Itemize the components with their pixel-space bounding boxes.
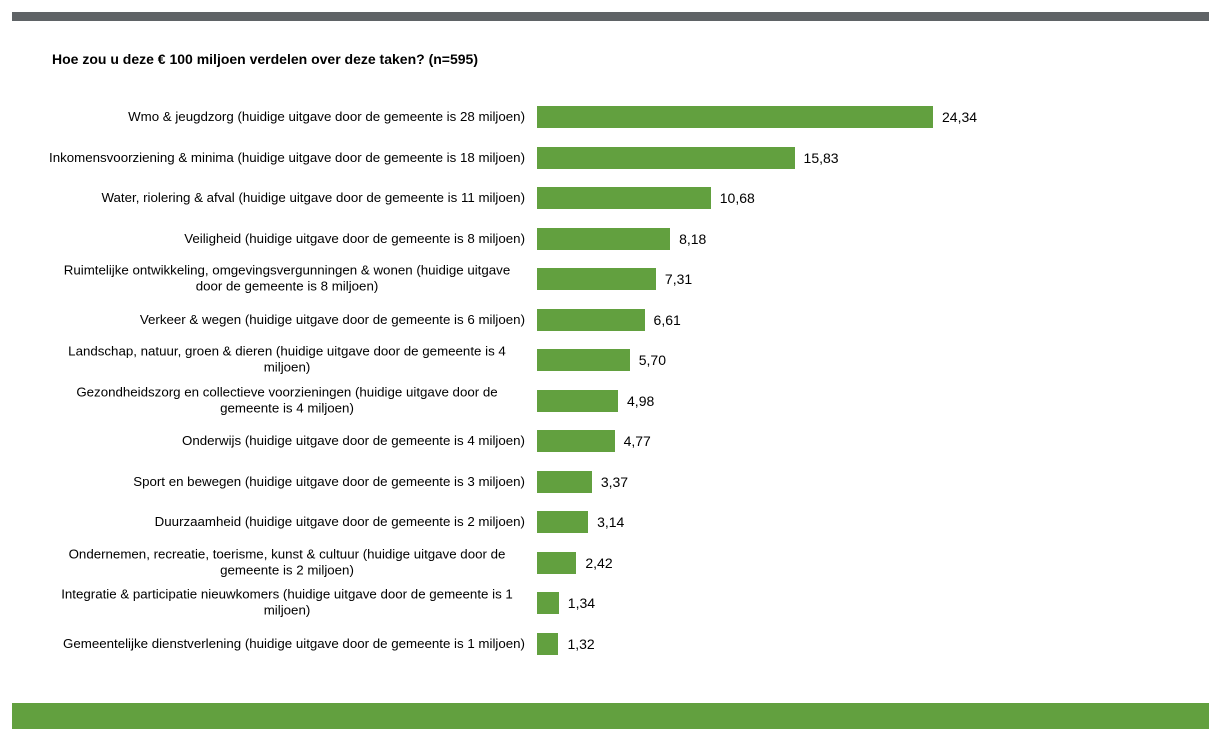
category-label: Inkomensvoorziening & minima (huidige ui… — [49, 149, 525, 165]
bar — [537, 632, 559, 655]
bar — [537, 349, 630, 371]
value-label: 2,42 — [585, 554, 613, 571]
category-label: Verkeer & wegen (huidige uitgave door de… — [139, 311, 525, 327]
category-label-box: Inkomensvoorziening & minima (huidige ui… — [49, 149, 525, 167]
category-label: Ondernemen, recreatie, toerisme, kunst &… — [68, 546, 506, 577]
bar-row: Sport en bewegen (huidige uitgave door d… — [0, 462, 1209, 502]
value-label: 3,14 — [597, 514, 625, 530]
value-label: 3,37 — [600, 473, 629, 490]
bar — [537, 106, 933, 128]
bar-row: Gezondheidszorg en collectieve voorzieni… — [0, 381, 1209, 421]
value-label: 1,34 — [567, 595, 596, 611]
category-label-box: Ruimtelijke ontwikkeling, omgevingsvergu… — [49, 263, 525, 296]
value-label: 7,31 — [664, 271, 693, 287]
bar-row: Ondernemen, recreatie, toerisme, kunst &… — [0, 543, 1209, 583]
category-label-box: Gemeentelijke dienstverlening (huidige u… — [63, 635, 525, 653]
bar-row: Ruimtelijke ontwikkeling, omgevingsvergu… — [0, 259, 1209, 299]
bar-row: Duurzaamheid (huidige uitgave door de ge… — [0, 502, 1209, 542]
bar — [537, 308, 645, 331]
value-label: 15,83 — [803, 149, 839, 166]
category-label: Onderwijs (huidige uitgave door de gemee… — [182, 433, 525, 448]
value-label: 24,34 — [942, 109, 978, 125]
category-label: Gezondheidszorg en collectieve voorzieni… — [76, 384, 498, 415]
category-label-box: Landschap, natuur, groen & dieren (huidi… — [49, 344, 525, 377]
header-bar — [12, 12, 1209, 21]
bar — [537, 551, 577, 574]
category-label: Wmo & jeugdzorg (huidige uitgave door de… — [128, 109, 525, 124]
value-label: 6,61 — [653, 311, 681, 328]
category-label-box: Duurzaamheid (huidige uitgave door de ge… — [155, 513, 525, 531]
value-label: 10,68 — [719, 190, 755, 206]
bar — [537, 430, 615, 452]
category-label-box: Sport en bewegen (huidige uitgave door d… — [133, 473, 525, 491]
bar-row: Veiligheid (huidige uitgave door de geme… — [0, 219, 1209, 259]
bar — [537, 470, 592, 493]
bar-row: Wmo & jeugdzorg (huidige uitgave door de… — [0, 97, 1209, 137]
side-margin — [0, 12, 12, 729]
category-label-box: Onderwijs (huidige uitgave door de gemee… — [182, 432, 525, 450]
category-label-box: Verkeer & wegen (huidige uitgave door de… — [140, 311, 525, 329]
category-label: Veiligheid (huidige uitgave door de geme… — [184, 230, 525, 246]
category-label: Ruimtelijke ontwikkeling, omgevingsvergu… — [63, 262, 511, 294]
bar — [537, 146, 795, 169]
bar — [537, 268, 656, 290]
category-label-box: Wmo & jeugdzorg (huidige uitgave door de… — [128, 108, 525, 126]
bar — [537, 592, 559, 614]
bar-row: Inkomensvoorziening & minima (huidige ui… — [0, 138, 1209, 178]
value-label: 8,18 — [679, 230, 707, 247]
category-label: Duurzaamheid (huidige uitgave door de ge… — [154, 514, 525, 529]
value-label: 4,77 — [623, 433, 651, 449]
category-label: Gemeentelijke dienstverlening (huidige u… — [63, 635, 525, 651]
bar — [537, 187, 711, 209]
category-label-box: Gezondheidszorg en collectieve voorzieni… — [49, 384, 525, 417]
footer-bar — [12, 703, 1209, 729]
bar-row: Verkeer & wegen (huidige uitgave door de… — [0, 300, 1209, 340]
bar-row: Landschap, natuur, groen & dieren (huidi… — [0, 340, 1209, 380]
bar-row: Gemeentelijke dienstverlening (huidige u… — [0, 624, 1209, 664]
bar — [537, 227, 671, 250]
category-label: Sport en bewegen (huidige uitgave door d… — [133, 473, 525, 489]
category-label-box: Water, riolering & afval (huidige uitgav… — [101, 189, 525, 207]
bar — [537, 389, 619, 412]
category-label: Landschap, natuur, groen & dieren (huidi… — [68, 343, 506, 375]
bar-row: Water, riolering & afval (huidige uitgav… — [0, 178, 1209, 218]
chart-title: Hoe zou u deze € 100 miljoen verdelen ov… — [52, 51, 478, 67]
bar-row: Onderwijs (huidige uitgave door de gemee… — [0, 421, 1209, 461]
category-label: Water, riolering & afval (huidige uitgav… — [101, 190, 525, 205]
category-label-box: Veiligheid (huidige uitgave door de geme… — [184, 230, 525, 248]
bar — [537, 511, 589, 533]
value-label: 4,98 — [627, 392, 655, 409]
category-label: Integratie & participatie nieuwkomers (h… — [61, 586, 513, 618]
value-label: 5,70 — [638, 352, 666, 368]
category-label-box: Integratie & participatie nieuwkomers (h… — [49, 587, 525, 620]
bar-row: Integratie & participatie nieuwkomers (h… — [0, 583, 1209, 623]
value-label: 1,32 — [567, 635, 595, 652]
category-label-box: Ondernemen, recreatie, toerisme, kunst &… — [49, 546, 525, 579]
